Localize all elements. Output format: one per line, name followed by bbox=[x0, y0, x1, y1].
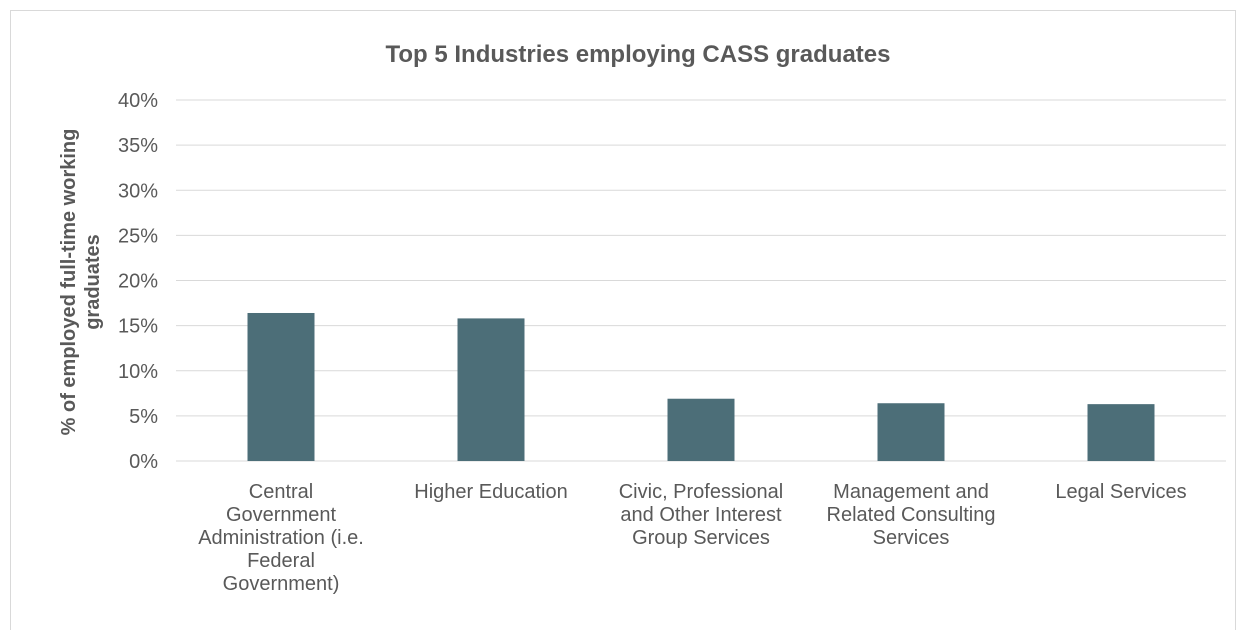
x-tick-label: Legal Services bbox=[1055, 481, 1186, 503]
bar bbox=[667, 398, 735, 461]
x-tick-label: Civic, Professional and Other Interest Gro… bbox=[619, 481, 784, 549]
x-tick-label: Management and Related Consulting Services bbox=[827, 481, 996, 549]
y-tick-label: 15% bbox=[118, 316, 158, 338]
y-axis-label-line-1: % of employed full-time working bbox=[58, 129, 80, 436]
y-axis-ticks: 0% 5% 10% 15% 20% 25% 30% 35% 40% bbox=[118, 90, 158, 473]
bar bbox=[877, 403, 945, 461]
x-axis-labels: Central Government Administration (i.e. Fed… bbox=[198, 481, 1186, 595]
y-tick-label: 40% bbox=[118, 90, 158, 112]
y-axis-label: % of employed full-time working graduate… bbox=[58, 129, 104, 436]
y-tick-label: 10% bbox=[118, 361, 158, 383]
y-tick-label: 30% bbox=[118, 180, 158, 202]
bar bbox=[247, 312, 315, 461]
chart-title: Top 5 Industries employing CASS graduate… bbox=[386, 41, 891, 68]
bar bbox=[457, 318, 525, 461]
chart-frame bbox=[10, 10, 1236, 630]
bars bbox=[247, 312, 1155, 461]
y-tick-label: 35% bbox=[118, 135, 158, 157]
bar bbox=[1087, 404, 1155, 461]
y-tick-label: 0% bbox=[129, 451, 158, 473]
y-tick-label: 20% bbox=[118, 271, 158, 293]
x-tick-label: Central Government Administration (i.e. Fed… bbox=[198, 481, 364, 595]
y-axis-label-line-2: graduates bbox=[82, 234, 104, 330]
x-tick-label: Higher Education bbox=[414, 481, 567, 503]
y-tick-label: 5% bbox=[129, 406, 158, 428]
y-tick-label: 25% bbox=[118, 225, 158, 247]
